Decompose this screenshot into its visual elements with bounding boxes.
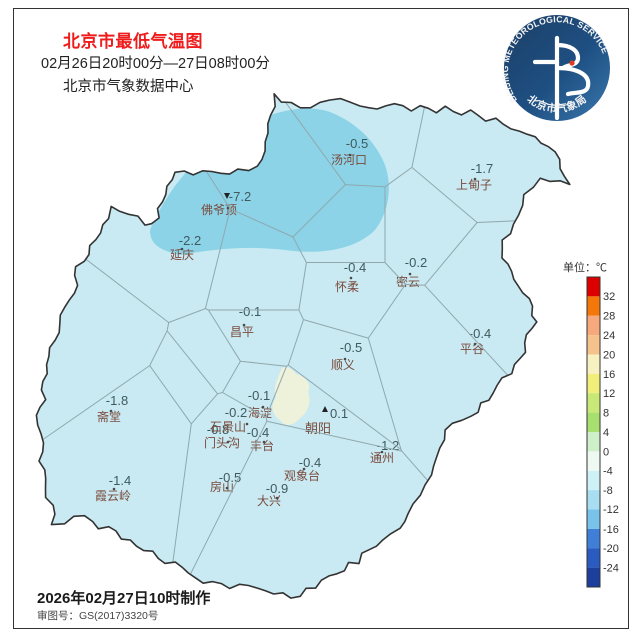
svg-text:-0.1: -0.1 (239, 304, 261, 319)
svg-text:斋堂: 斋堂 (97, 409, 121, 424)
svg-text:-0.2: -0.2 (405, 255, 427, 270)
svg-text:昌平: 昌平 (230, 325, 254, 339)
svg-text:4: 4 (603, 427, 609, 439)
svg-text:-8: -8 (603, 485, 613, 497)
svg-text:12: 12 (603, 388, 615, 400)
svg-text:观象台: 观象台 (284, 468, 320, 483)
svg-text:-24: -24 (603, 563, 619, 575)
svg-text:朝阳: 朝阳 (305, 421, 331, 436)
svg-text:密云: 密云 (396, 274, 420, 289)
svg-text:-4: -4 (603, 466, 613, 478)
svg-text:-0.5: -0.5 (340, 340, 362, 355)
svg-text:房山: 房山 (210, 479, 234, 494)
svg-text:-7.2: -7.2 (229, 189, 251, 204)
svg-text:24: 24 (603, 330, 615, 342)
svg-text:0: 0 (603, 447, 609, 459)
svg-text:大兴: 大兴 (257, 494, 281, 508)
svg-text:-0.2: -0.2 (225, 405, 247, 420)
svg-text:-0.4: -0.4 (299, 455, 321, 470)
svg-text:石景山: 石景山 (210, 420, 246, 434)
svg-text:-1.7: -1.7 (471, 161, 493, 176)
svg-text:-0.5: -0.5 (346, 136, 368, 151)
svg-text:佛爷顶: 佛爷顶 (201, 203, 237, 217)
svg-text:霞云岭: 霞云岭 (95, 489, 131, 503)
svg-text:-12: -12 (603, 504, 619, 516)
svg-text:上甸子: 上甸子 (456, 178, 492, 192)
svg-text:28: 28 (603, 311, 615, 323)
svg-text:顺义: 顺义 (331, 358, 355, 372)
svg-text:16: 16 (603, 369, 615, 381)
svg-text:-20: -20 (603, 543, 619, 555)
svg-text:门头沟: 门头沟 (204, 435, 240, 450)
svg-text:审图号：GS(2017)3320号: 审图号：GS(2017)3320号 (37, 609, 158, 622)
svg-text:平谷: 平谷 (460, 342, 484, 356)
svg-text:单位：℃: 单位：℃ (563, 260, 607, 274)
svg-text:-1.8: -1.8 (106, 393, 128, 408)
svg-text:-0.4: -0.4 (247, 425, 269, 440)
svg-text:-0.1: -0.1 (248, 388, 270, 403)
svg-text:-0.4: -0.4 (469, 326, 491, 341)
svg-text:32: 32 (603, 291, 615, 303)
svg-text:-16: -16 (603, 524, 619, 536)
svg-text:8: 8 (603, 408, 609, 420)
svg-text:2026年02月27日10时制作: 2026年02月27日10时制作 (37, 589, 210, 607)
svg-text:-1.4: -1.4 (109, 473, 131, 488)
svg-text:-2.2: -2.2 (179, 233, 201, 248)
svg-text:丰台: 丰台 (250, 438, 274, 453)
svg-text:怀柔: 怀柔 (335, 280, 359, 294)
svg-text:20: 20 (603, 350, 615, 362)
